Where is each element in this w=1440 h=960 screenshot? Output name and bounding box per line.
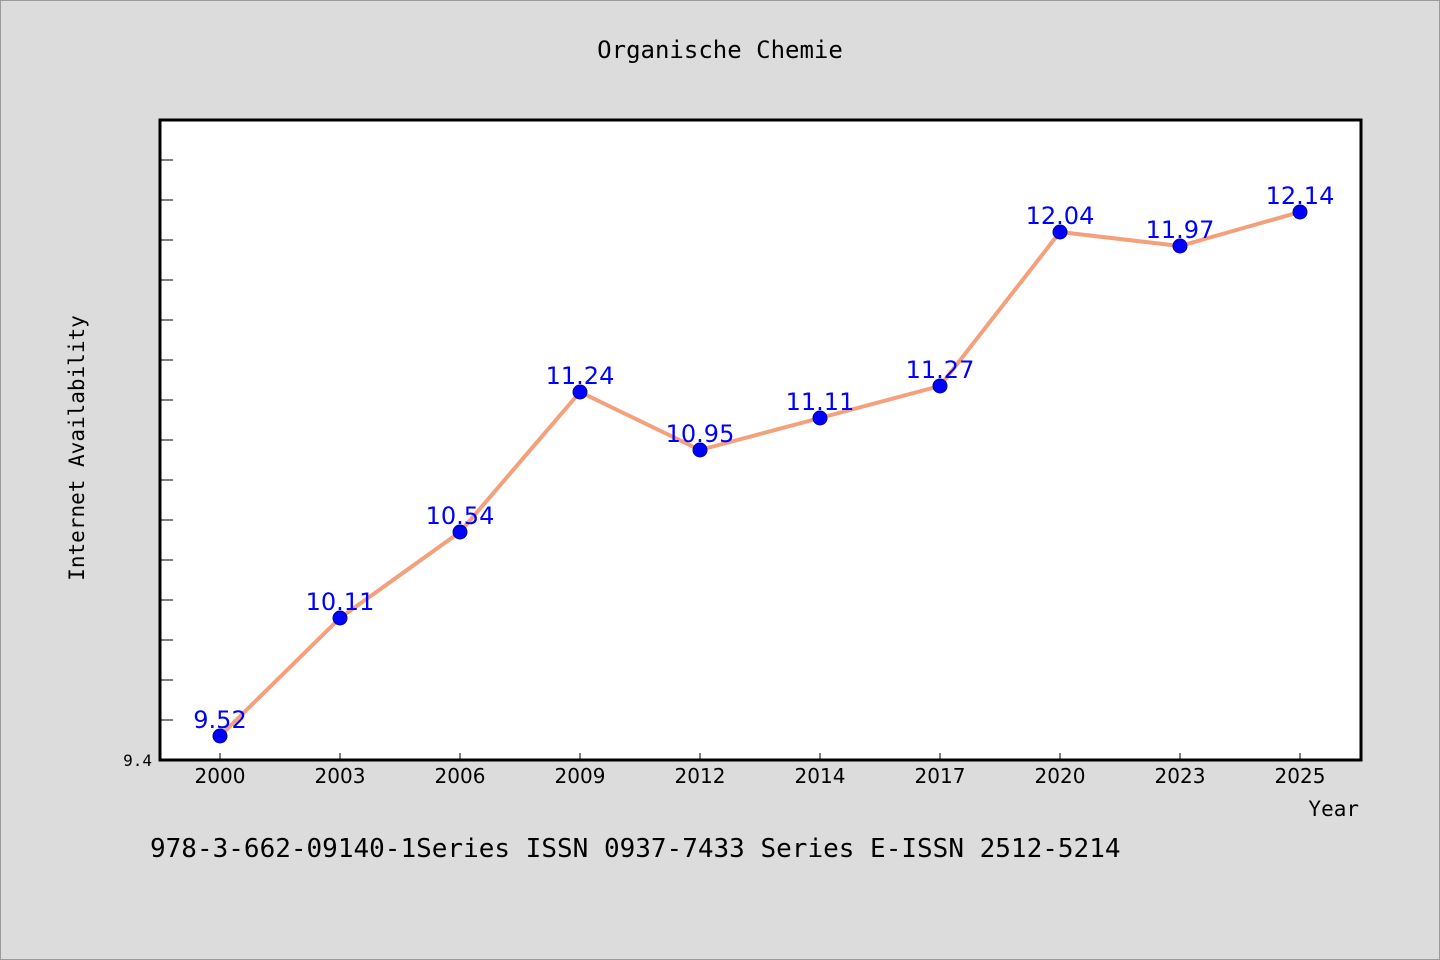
data-point — [932, 378, 948, 394]
data-label: 11.24 — [546, 362, 615, 390]
footer-isbn-text: 978-3-662-09140-1Series ISSN 0937-7433 S… — [150, 834, 1121, 864]
series-line — [218, 210, 1301, 738]
data-label: 9.52 — [193, 706, 246, 734]
data-label: 12.04 — [1026, 202, 1095, 230]
data-label: 11.27 — [906, 356, 975, 384]
data-point — [572, 384, 588, 400]
x-tick-label: 2012 — [675, 764, 726, 788]
data-point — [1292, 204, 1308, 220]
x-tick-label: 2014 — [795, 764, 846, 788]
data-label: 11.97 — [1146, 216, 1215, 244]
x-tick-label: 2020 — [1035, 764, 1086, 788]
x-tick-label: 2003 — [315, 764, 366, 788]
x-tick-label: 2006 — [435, 764, 486, 788]
plot-area — [158, 118, 1363, 762]
data-point — [812, 410, 828, 426]
data-point — [212, 728, 228, 744]
data-point — [332, 610, 348, 626]
data-point — [1052, 224, 1068, 240]
data-label: 11.11 — [786, 388, 855, 416]
data-label: 10.54 — [426, 502, 495, 530]
x-axis-ticks: 2000 2003 2006 2009 2012 2014 2017 2020 2023 2025 — [195, 753, 1326, 788]
data-point — [1172, 238, 1188, 254]
series-group: 9.52 10.11 10.54 11.24 10.95 11.11 11.27 12.04 1… — [193, 182, 1335, 744]
y-tick-label: 9.4 — [123, 751, 152, 770]
x-tick-label: 2009 — [555, 764, 606, 788]
x-tick-label: 2025 — [1275, 764, 1326, 788]
chart-title: Organische Chemie — [597, 36, 843, 64]
data-label: 10.95 — [666, 420, 735, 448]
data-point — [692, 442, 708, 458]
data-point — [452, 524, 468, 540]
x-axis-title: Year — [1308, 797, 1359, 821]
x-tick-label: 2023 — [1155, 764, 1206, 788]
y-axis-ticks: 9.4 — [123, 159, 173, 770]
x-tick-label: 2000 — [195, 764, 246, 788]
y-axis-title: Internet Availability — [65, 315, 89, 581]
x-tick-label: 2017 — [915, 764, 966, 788]
data-label: 10.11 — [306, 588, 375, 616]
data-label: 12.14 — [1266, 182, 1335, 210]
